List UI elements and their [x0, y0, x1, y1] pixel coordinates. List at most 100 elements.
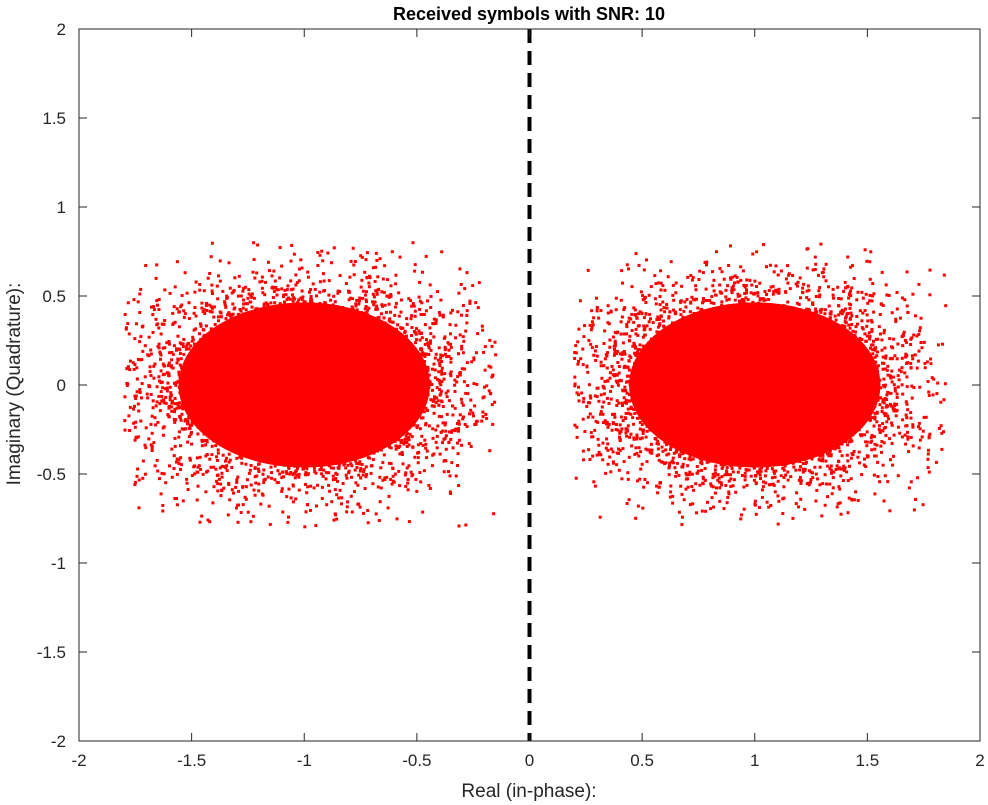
data-point	[296, 358, 300, 362]
data-point	[492, 512, 496, 516]
data-point	[386, 432, 389, 436]
data-point	[388, 383, 392, 386]
data-point	[154, 276, 158, 280]
data-point	[277, 418, 281, 422]
data-point	[371, 266, 375, 270]
data-point	[262, 415, 266, 419]
data-point	[266, 396, 270, 400]
data-point	[329, 327, 333, 331]
data-point	[266, 302, 270, 306]
data-point	[181, 407, 185, 411]
data-point	[401, 425, 405, 429]
data-point	[236, 294, 240, 298]
data-point	[436, 399, 440, 403]
data-point	[441, 313, 445, 317]
data-point	[224, 402, 228, 406]
data-point	[316, 328, 319, 332]
data-point	[270, 397, 274, 401]
data-point	[406, 478, 410, 481]
data-point	[135, 366, 139, 370]
data-point	[286, 296, 290, 300]
data-point	[338, 404, 342, 408]
data-point	[267, 260, 270, 264]
data-point	[247, 370, 251, 373]
data-point	[245, 392, 249, 395]
data-point	[429, 348, 433, 352]
data-point	[381, 277, 385, 281]
data-point	[362, 375, 366, 379]
data-point	[235, 344, 239, 348]
data-point	[312, 400, 316, 404]
data-point	[339, 364, 342, 368]
data-point	[426, 367, 430, 371]
data-point	[252, 424, 256, 428]
data-point	[366, 521, 370, 525]
data-point	[227, 407, 230, 410]
data-point	[380, 403, 384, 407]
data-point	[278, 347, 282, 351]
data-point	[238, 452, 242, 456]
data-point	[317, 423, 321, 427]
data-point	[265, 320, 269, 324]
data-point	[292, 327, 295, 331]
data-point	[175, 457, 179, 461]
data-point	[376, 316, 380, 320]
data-point	[239, 294, 243, 298]
data-point	[143, 472, 147, 476]
data-point	[379, 431, 383, 435]
data-point	[348, 362, 352, 366]
data-point	[394, 327, 398, 331]
data-point	[180, 303, 184, 307]
data-point	[456, 375, 460, 379]
data-point	[368, 395, 372, 399]
data-point	[383, 333, 387, 337]
data-point	[258, 396, 262, 399]
data-point	[242, 298, 245, 302]
data-point	[241, 289, 245, 293]
data-point	[383, 390, 387, 394]
data-point	[365, 328, 369, 332]
data-point	[285, 377, 289, 381]
data-point	[391, 428, 395, 432]
data-point	[222, 465, 226, 469]
data-point	[357, 299, 361, 303]
data-point	[425, 376, 429, 380]
data-point	[438, 393, 442, 397]
data-point	[237, 427, 241, 431]
data-point	[296, 310, 300, 313]
data-point	[250, 292, 254, 296]
data-point	[241, 485, 245, 489]
data-point	[306, 352, 310, 355]
data-point	[377, 287, 381, 291]
data-point	[199, 355, 203, 359]
data-point	[354, 302, 358, 306]
data-point	[392, 480, 396, 484]
data-point	[299, 313, 303, 317]
data-point	[185, 368, 189, 372]
data-point	[411, 241, 415, 245]
data-point	[384, 310, 388, 314]
data-point	[204, 443, 208, 447]
data-point	[422, 410, 426, 414]
data-point	[172, 467, 176, 470]
data-point	[349, 462, 353, 466]
data-point	[247, 331, 251, 334]
data-point	[267, 399, 271, 403]
data-point	[355, 340, 359, 344]
data-point	[206, 380, 210, 384]
data-point	[274, 351, 278, 355]
data-point	[285, 433, 289, 437]
data-point	[345, 510, 349, 514]
data-point	[206, 403, 210, 407]
data-point	[311, 431, 315, 435]
data-point	[260, 451, 264, 455]
data-point	[455, 380, 459, 384]
data-point	[288, 342, 292, 346]
data-point	[425, 384, 429, 388]
data-point	[405, 334, 408, 338]
data-point	[201, 409, 205, 413]
data-point	[359, 320, 363, 324]
data-point	[277, 367, 281, 371]
data-point	[251, 411, 255, 415]
data-point	[366, 357, 370, 361]
